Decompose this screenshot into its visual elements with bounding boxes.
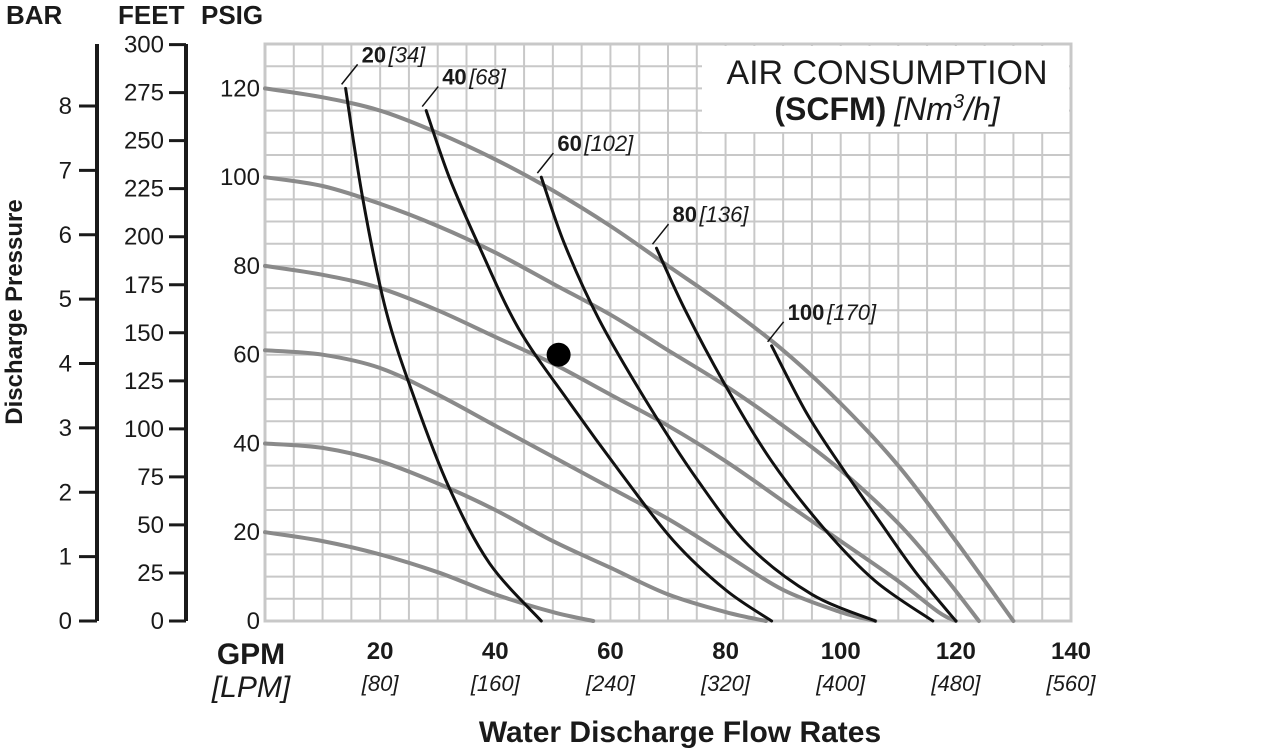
feet-tick-label: 300 <box>124 32 164 59</box>
air-consumption-label-italic: [68] <box>468 65 507 90</box>
bar-tick-label: 3 <box>59 415 72 442</box>
air-consumption-curve-80-scfm <box>655 246 935 623</box>
bar-tick-label: 7 <box>59 157 72 184</box>
x-tick-label: 140 <box>1051 638 1091 665</box>
x-tick-label: 80 <box>712 638 739 665</box>
x-tick-sublabel: [400] <box>815 671 866 696</box>
feet-tick-label: 150 <box>124 320 164 347</box>
air-consumption-label-bold: 60 <box>557 131 581 156</box>
feet-tick-label: 75 <box>137 464 164 491</box>
bar-unit-header: BAR <box>6 0 63 30</box>
label-leader <box>341 63 359 85</box>
pressure-curve-40-psig <box>263 441 768 623</box>
pressure-curve-80-psig <box>263 263 958 623</box>
legend-box <box>702 46 1069 132</box>
label-leader <box>651 223 670 245</box>
psig-tick-label: 80 <box>233 253 260 280</box>
x-tick-label: 20 <box>367 638 394 665</box>
air-consumption-curve-100-scfm <box>770 344 958 623</box>
psig-tick-label: 100 <box>220 164 260 191</box>
x-tick-label: 60 <box>597 638 624 665</box>
psig-tick-label: 120 <box>220 75 260 102</box>
bar-tick-label: 2 <box>59 479 72 506</box>
x-tick-sublabel: [80] <box>361 671 400 696</box>
y-axis-title: Discharge Pressure <box>1 199 28 424</box>
feet-tick-label: 225 <box>124 176 164 203</box>
psig-tick-label: 20 <box>233 519 260 546</box>
feet-tick-label: 25 <box>137 560 164 587</box>
x-axis-title: Water Discharge Flow Rates <box>479 716 881 749</box>
x-tick-sublabel: [480] <box>930 671 981 696</box>
psig-tick-label: 60 <box>233 342 260 369</box>
air-consumption-label-italic: [34] <box>388 42 427 67</box>
x-unit-gpm: GPM <box>217 638 285 671</box>
pressure-curve-60-psig <box>263 348 878 623</box>
x-tick-label: 100 <box>821 638 861 665</box>
bar-tick-label: 6 <box>59 222 72 249</box>
chart-title-units: (SCFM) [Nm3/h] <box>774 91 1000 127</box>
air-consumption-label-italic: [170] <box>826 300 877 325</box>
chart-title: AIR CONSUMPTION <box>726 54 1047 92</box>
air-consumption-label-bold: 20 <box>362 42 386 67</box>
bar-tick-label: 0 <box>59 608 72 635</box>
pressure-curve-100-psig <box>263 175 981 623</box>
air-consumption-label-italic: [102] <box>583 131 634 156</box>
feet-unit-header: FEET <box>118 0 185 30</box>
plot-border <box>263 42 1073 623</box>
x-tick-sublabel: [560] <box>1046 671 1097 696</box>
bar-tick-label: 5 <box>59 286 72 313</box>
x-tick-sublabel: [240] <box>585 671 636 696</box>
feet-tick-label: 0 <box>151 608 164 635</box>
air-consumption-curve-40-scfm <box>424 109 774 623</box>
psig-tick-label: 40 <box>233 430 260 457</box>
label-leader <box>767 321 785 343</box>
operating-point-marker <box>546 342 571 367</box>
air-consumption-curve-60-scfm <box>539 175 877 623</box>
pressure-curves <box>263 86 1016 623</box>
x-tick-sublabel: [160] <box>470 671 521 696</box>
bar-tick-label: 8 <box>59 93 72 120</box>
axes: BAR FEET PSIG Discharge Pressure GPM [LP… <box>1 0 1096 749</box>
feet-tick-label: 200 <box>124 224 164 251</box>
pressure-curve-20-psig <box>263 530 596 623</box>
x-tick-sublabel: [320] <box>700 671 751 696</box>
air-consumption-label-bold: 80 <box>672 202 696 227</box>
x-unit-lpm: [LPM] <box>211 671 291 704</box>
air-consumption-curves <box>344 86 958 623</box>
air-consumption-label-bold: 100 <box>788 300 825 325</box>
feet-tick-label: 50 <box>137 512 164 539</box>
grid <box>265 44 1071 621</box>
air-consumption-curve-20-scfm <box>344 86 543 623</box>
feet-tick-label: 175 <box>124 272 164 299</box>
air-consumption-label-italic: [136] <box>698 202 749 227</box>
x-tick-label: 120 <box>936 638 976 665</box>
feet-tick-label: 275 <box>124 80 164 107</box>
bar-tick-label: 4 <box>59 351 72 378</box>
curve-labels: 20 [34] 40 [68] 60 [102] 80 [136] 100 [170] <box>341 42 877 343</box>
feet-tick-label: 100 <box>124 416 164 443</box>
psig-unit-header: PSIG <box>201 0 263 30</box>
air-consumption-label-bold: 40 <box>442 65 466 90</box>
label-leader <box>421 86 439 108</box>
label-leader <box>536 152 554 174</box>
operating-point <box>546 342 571 367</box>
psig-tick-label: 0 <box>247 608 260 635</box>
x-tick-label: 40 <box>482 638 509 665</box>
feet-tick-label: 125 <box>124 368 164 395</box>
bar-tick-label: 1 <box>59 544 72 571</box>
feet-tick-label: 250 <box>124 128 164 155</box>
